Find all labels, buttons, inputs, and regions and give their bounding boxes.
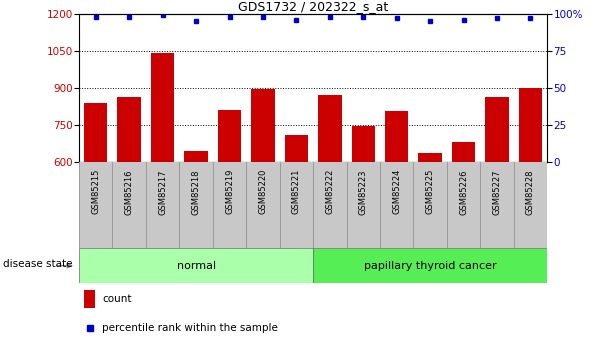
Bar [485,97,509,162]
Text: GSM85227: GSM85227 [492,169,502,215]
Title: GDS1732 / 202322_s_at: GDS1732 / 202322_s_at [238,0,389,13]
Text: GSM85226: GSM85226 [459,169,468,215]
Bar [84,290,95,308]
Bar [184,151,208,162]
Bar [79,248,313,283]
Text: GSM85223: GSM85223 [359,169,368,215]
Bar [285,135,308,162]
Bar [218,110,241,162]
Text: disease state: disease state [3,259,72,269]
Bar [418,153,442,162]
Text: GSM85219: GSM85219 [225,169,234,215]
Bar [84,103,108,162]
Text: GSM85216: GSM85216 [125,169,134,215]
Text: GSM85224: GSM85224 [392,169,401,215]
Text: papillary thyroid cancer: papillary thyroid cancer [364,261,497,270]
Bar [351,126,375,162]
Text: GSM85218: GSM85218 [192,169,201,215]
Bar [117,97,141,162]
Bar [313,248,547,283]
Text: count: count [102,294,132,304]
Text: GSM85222: GSM85222 [325,169,334,215]
Bar [385,111,409,162]
Text: GSM85225: GSM85225 [426,169,435,215]
Bar [251,89,275,162]
Text: GSM85228: GSM85228 [526,169,535,215]
Bar [151,53,174,162]
Text: GSM85217: GSM85217 [158,169,167,215]
Bar [519,88,542,162]
Text: normal: normal [176,261,216,270]
Text: GSM85221: GSM85221 [292,169,301,215]
Text: percentile rank within the sample: percentile rank within the sample [102,323,278,333]
Text: GSM85220: GSM85220 [258,169,268,215]
Bar [318,95,342,162]
Bar [452,142,475,162]
Text: GSM85215: GSM85215 [91,169,100,215]
